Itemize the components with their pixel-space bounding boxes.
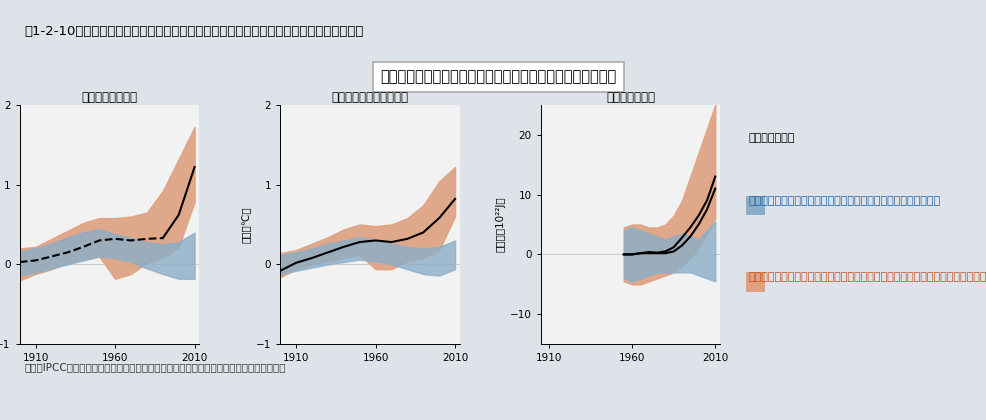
Text: 黒線：観測結果: 黒線：観測結果 (747, 134, 794, 144)
Text: 青帯：太陽＋火山の影響のみを考慮した複数のシミュレーション: 青帯：太陽＋火山の影響のみを考慮した複数のシミュレーション (747, 196, 940, 206)
Text: 資料：IPCC「第５次評価報告書第１作業部会報告書政策決定者向け要約」より環境省作成: 資料：IPCC「第５次評価報告書第１作業部会報告書政策決定者向け要約」より環境省… (25, 362, 286, 372)
Bar (745, 196, 764, 215)
Title: 地上気温（陸域と海上）: 地上気温（陸域と海上） (331, 91, 408, 104)
Bar (745, 273, 764, 291)
Y-axis label: 気温（℃）: 気温（℃） (242, 206, 251, 243)
Text: 赤帯：さらに人為要因（人為起源温室効果ガス等）を加えた場合の複数のシミュレーション: 赤帯：さらに人為要因（人為起源温室効果ガス等）を加えた場合の複数のシミュレーショ… (747, 273, 986, 282)
Y-axis label: 貯熱量（10²²J）: 貯熱量（10²²J） (495, 197, 505, 252)
Text: 人為起源の影響を加えないと、観測値（黒線）と合致しない: 人為起源の影響を加えないと、観測値（黒線）と合致しない (380, 70, 616, 84)
Text: 図1-2-10　人為起源影響と自然影響のみを考慮した気温変化の経年比較シミュレーション: 図1-2-10 人為起源影響と自然影響のみを考慮した気温変化の経年比較シミュレー… (25, 24, 364, 37)
Title: 地上気温（陸域）: 地上気温（陸域） (82, 91, 137, 104)
Title: 海洋表層貯熱量: 海洋表層貯熱量 (605, 91, 655, 104)
